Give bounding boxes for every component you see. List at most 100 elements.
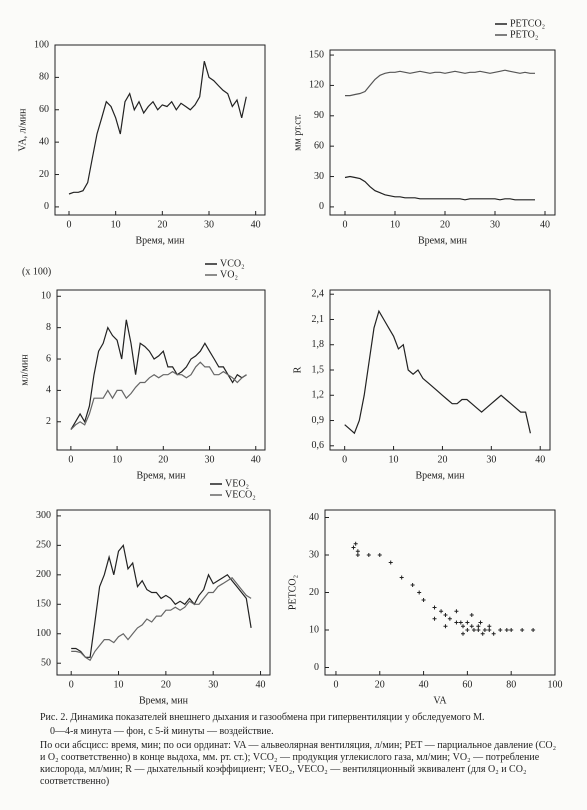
scatter-point: [353, 541, 358, 546]
y-tick-label: 150: [36, 599, 51, 610]
x-tick-label: 0: [333, 679, 338, 690]
y-tick-label: 0: [314, 662, 319, 673]
data-line: [70, 361, 247, 431]
scatter-point: [509, 628, 514, 632]
y-axis-label: мм рт.ст.: [292, 114, 303, 151]
y-tick-label: 10: [41, 291, 51, 302]
legend-label: VEO₂: [225, 478, 249, 489]
scatter-point: [480, 631, 485, 636]
x-tick-label: 30: [205, 454, 215, 465]
scatter-point: [355, 549, 360, 554]
scatter-point: [454, 609, 459, 614]
x-axis-label: Время, мин: [415, 470, 465, 481]
legend-label: VCO₂: [220, 258, 245, 269]
legend-label: VO₂: [220, 269, 238, 280]
x-tick-label: 10: [111, 219, 121, 230]
scatter-point: [520, 628, 525, 632]
scatter-point: [476, 628, 481, 632]
scatter-point: [377, 553, 382, 557]
y-tick-label: 150: [309, 49, 324, 60]
scatter-point: [410, 583, 415, 587]
y-tick-label: 80: [39, 72, 49, 83]
y-tick-label: 250: [36, 540, 51, 551]
scatter-point: [487, 628, 492, 632]
x-tick-label: 0: [68, 454, 73, 465]
scale-note: (x 100): [22, 266, 51, 277]
x-tick-label: 10: [389, 454, 399, 465]
x-tick-label: 40: [251, 219, 261, 230]
x-tick-label: 20: [161, 679, 171, 690]
y-tick-label: 20: [39, 169, 49, 180]
data-line: [68, 61, 247, 195]
x-axis-label: VA: [433, 695, 447, 705]
y-tick-label: 20: [309, 587, 319, 598]
plot-frame: [324, 509, 556, 676]
scatter-point: [443, 613, 448, 617]
y-tick-label: 0,6: [312, 440, 325, 451]
scatter-point: [469, 624, 474, 629]
x-tick-label: 40: [251, 454, 261, 465]
scatter-point: [482, 628, 487, 632]
y-axis-label: мл/мин: [19, 354, 30, 386]
y-tick-label: 90: [314, 110, 324, 121]
scatter-point: [465, 620, 470, 625]
scatter-point: [417, 590, 422, 595]
y-tick-label: 10: [309, 624, 319, 635]
scatter-point: [366, 553, 371, 557]
x-tick-label: 10: [390, 219, 400, 230]
x-tick-label: 10: [112, 454, 122, 465]
x-tick-label: 30: [490, 219, 500, 230]
scatter-point: [498, 628, 503, 632]
y-tick-label: 2,1: [312, 314, 325, 325]
y-tick-label: 0: [319, 201, 324, 212]
scatter-point: [471, 628, 476, 632]
scatter-point: [487, 624, 492, 629]
scatter-point: [421, 598, 426, 602]
data-line: [344, 309, 531, 435]
y-tick-label: 6: [46, 353, 51, 364]
y-axis-label: VA, л/мин: [17, 108, 28, 152]
caption-note: 0—4-я минута — фон, с 5-й минуты — возде…: [50, 726, 274, 737]
y-tick-label: 300: [36, 510, 51, 521]
scatter-point: [478, 620, 483, 625]
x-tick-label: 40: [535, 454, 545, 465]
x-tick-label: 30: [486, 454, 496, 465]
y-tick-label: 100: [34, 39, 49, 50]
x-axis-label: Время, мин: [135, 235, 185, 246]
y-tick-label: 1,5: [312, 364, 325, 375]
data-line: [71, 544, 252, 658]
data-line: [345, 69, 535, 97]
x-axis-label: Время, мин: [139, 695, 189, 705]
legend-label: PETCO₂: [510, 18, 545, 29]
x-tick-label: 0: [67, 219, 72, 230]
scatter-point: [351, 545, 356, 550]
y-tick-label: 1,2: [312, 390, 325, 401]
y-tick-label: 40: [39, 136, 49, 147]
y-tick-label: 40: [309, 512, 319, 523]
plot-frame: [329, 49, 556, 216]
y-tick-label: 2,4: [312, 289, 325, 300]
x-tick-label: 0: [343, 219, 348, 230]
scatter-point: [465, 628, 470, 632]
x-tick-label: 40: [540, 219, 550, 230]
y-tick-label: 2: [46, 416, 51, 427]
y-tick-label: 0,9: [312, 415, 325, 426]
scatter-point: [461, 624, 465, 629]
x-axis-label: Время, мин: [418, 235, 468, 246]
legend-label: PETO₂: [510, 29, 538, 40]
data-line: [71, 577, 252, 662]
y-tick-label: 50: [41, 658, 51, 669]
x-tick-label: 80: [506, 679, 516, 690]
scatter-point: [432, 605, 437, 610]
scatter-point: [476, 624, 481, 629]
y-tick-label: 8: [46, 322, 51, 333]
scatter-point: [461, 631, 465, 636]
y-tick-label: 120: [309, 80, 324, 91]
x-tick-label: 20: [158, 454, 168, 465]
scatter-point: [531, 628, 536, 632]
x-tick-label: 20: [157, 219, 167, 230]
y-tick-label: 60: [39, 104, 49, 115]
y-tick-label: 60: [314, 140, 324, 151]
scatter-point: [454, 620, 459, 625]
